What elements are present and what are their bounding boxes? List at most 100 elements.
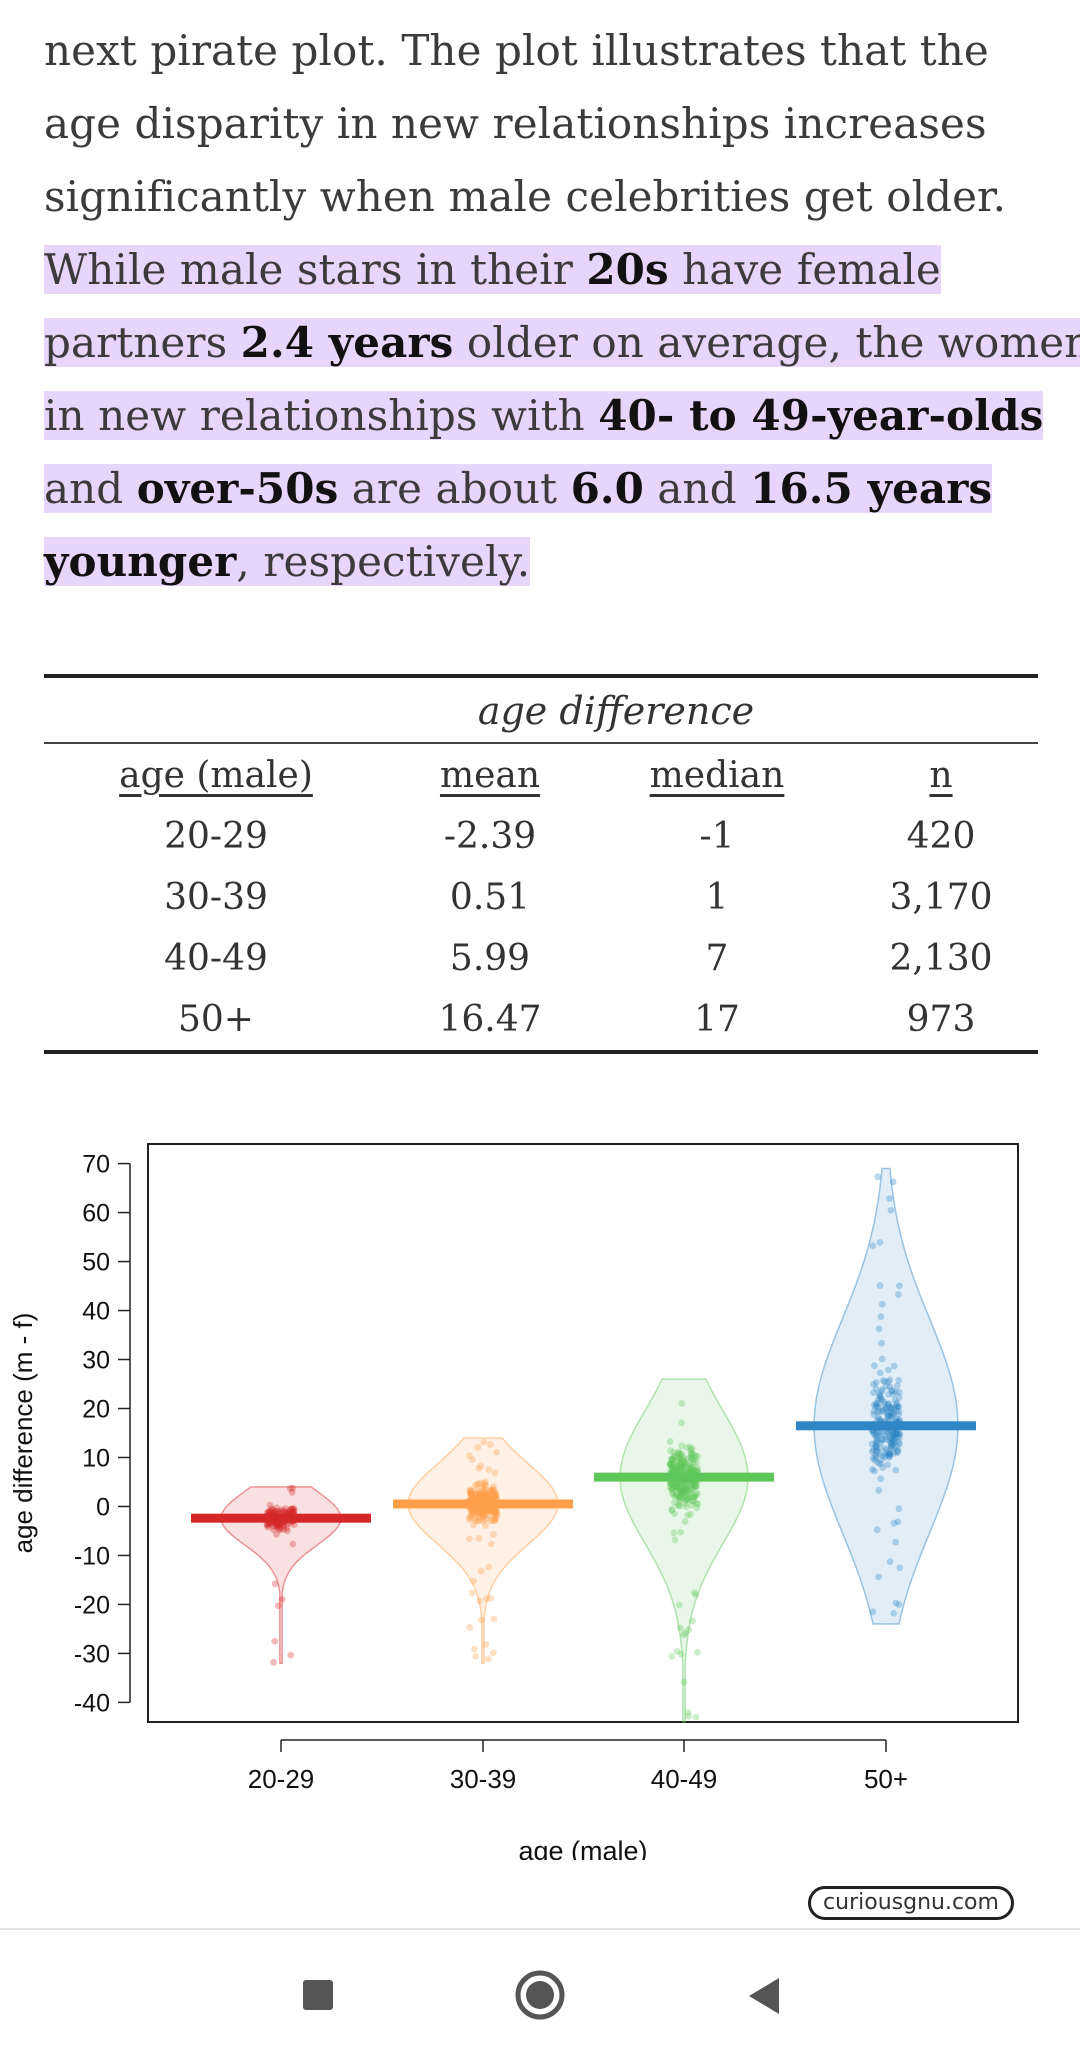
data-point-30-39 [479,1518,487,1525]
data-point-30-39 [483,1492,491,1500]
back-button[interactable] [703,1940,823,2058]
data-point-50+ [884,1366,892,1374]
data-point-20-29 [288,1505,296,1513]
data-point-30-39 [490,1508,497,1516]
data-point-30-39 [485,1493,493,1500]
data-point-20-29 [290,1507,298,1515]
data-point-30-39 [483,1595,490,1603]
data-point-50+ [892,1388,900,1396]
data-point-50+ [895,1438,903,1446]
y-tick-label: -30 [74,1640,110,1668]
data-point-30-39 [480,1480,488,1487]
data-point-40-49 [687,1467,695,1475]
highlighted-line: partners 2.4 years older on average, the… [44,306,1080,379]
data-point-40-49 [668,1484,676,1492]
data-point-40-49 [670,1460,677,1468]
data-point-30-39 [477,1508,485,1516]
data-point-40-49 [677,1462,685,1470]
data-point-20-29 [270,1658,277,1666]
data-point-40-49 [685,1489,693,1497]
data-point-50+ [886,1453,893,1461]
data-point-50+ [871,1431,879,1439]
data-point-50+ [886,1449,894,1457]
data-point-30-39 [486,1507,494,1515]
data-point-40-49 [684,1709,692,1717]
data-point-30-39 [472,1652,479,1660]
data-point-50+ [895,1505,903,1513]
data-point-50+ [879,1407,887,1414]
data-point-40-49 [680,1458,688,1466]
data-point-50+ [892,1432,899,1440]
data-point-30-39 [482,1482,489,1490]
data-point-40-49 [675,1494,683,1502]
data-point-30-39 [490,1615,498,1623]
data-point-50+ [889,1411,897,1419]
data-point-40-49 [667,1480,675,1488]
column-header: n [929,754,953,796]
data-point-40-49 [675,1494,683,1501]
data-point-40-49 [681,1484,689,1492]
data-point-50+ [889,1436,897,1444]
data-point-50+ [893,1401,901,1409]
data-point-30-39 [471,1511,478,1519]
data-point-30-39 [488,1517,496,1525]
mean-bar-30-39 [393,1499,573,1509]
data-point-40-49 [693,1648,701,1656]
data-point-50+ [892,1466,900,1474]
data-point-50+ [892,1430,900,1438]
data-point-20-29 [264,1523,272,1531]
data-point-50+ [890,1519,898,1527]
data-point-40-49 [683,1486,690,1493]
table-cell: 3,170 [889,877,993,918]
data-point-40-49 [690,1493,697,1501]
data-point-30-39 [488,1487,495,1494]
data-point-20-29 [271,1507,279,1515]
data-point-20-29 [278,1595,286,1603]
data-point-50+ [882,1446,890,1454]
data-point-40-49 [676,1463,684,1471]
data-point-50+ [871,1467,878,1475]
data-point-30-39 [484,1494,492,1502]
data-point-30-39 [491,1469,499,1477]
data-point-50+ [887,1404,895,1411]
data-point-40-49 [678,1483,685,1491]
data-point-30-39 [474,1443,482,1451]
data-point-20-29 [289,1484,297,1492]
table-group-header: age difference [44,678,1038,744]
data-point-30-39 [468,1507,476,1514]
data-point-50+ [891,1438,899,1446]
data-point-50+ [870,1411,878,1419]
table-cell: 973 [906,999,976,1040]
y-tick-label: 0 [96,1493,110,1521]
data-point-50+ [891,1396,899,1404]
data-point-50+ [894,1518,902,1526]
data-point-40-49 [667,1460,675,1468]
data-point-50+ [873,1447,881,1455]
data-point-50+ [884,1411,892,1419]
data-point-30-39 [481,1506,489,1514]
data-point-40-49 [689,1450,697,1458]
data-point-50+ [891,1437,898,1445]
data-point-50+ [870,1362,878,1370]
data-point-50+ [893,1382,901,1390]
data-point-40-49 [693,1489,701,1497]
bean-40-49 [619,1378,749,1723]
data-point-30-39 [479,1511,487,1518]
data-point-40-49 [666,1484,674,1491]
data-point-30-39 [486,1487,494,1495]
data-point-40-49 [690,1456,698,1464]
data-point-40-49 [681,1463,689,1471]
data-point-20-29 [279,1507,287,1515]
data-point-50+ [888,1387,896,1395]
data-point-40-49 [674,1463,682,1470]
data-point-20-29 [268,1505,276,1513]
y-tick-label: 60 [82,1200,110,1228]
data-point-50+ [884,1378,892,1386]
data-point-40-49 [691,1493,698,1501]
recent-apps-button[interactable] [259,1940,379,2058]
data-point-40-49 [681,1629,689,1637]
data-point-30-39 [492,1492,500,1499]
data-point-40-49 [693,1464,701,1471]
home-button[interactable] [481,1940,601,2058]
data-point-40-49 [687,1465,695,1473]
